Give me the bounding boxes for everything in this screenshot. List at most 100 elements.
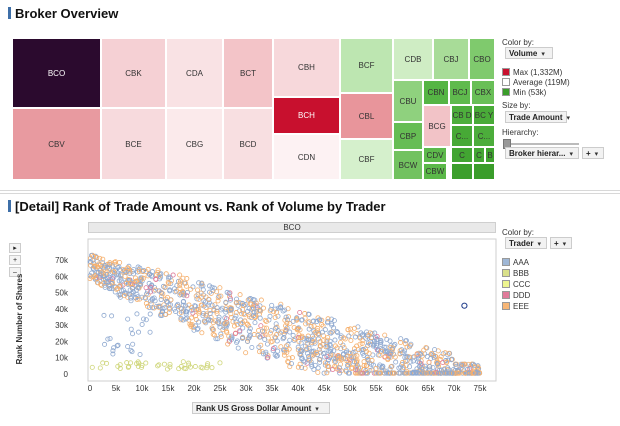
treemap-tile-cbu[interactable]: CBU	[393, 80, 423, 122]
treemap-tile-cbj[interactable]: CBJ	[433, 38, 469, 80]
scatter-point-eee	[218, 293, 224, 299]
scatter-point-eee	[373, 365, 379, 371]
scatter-point-eee	[437, 356, 443, 362]
scatter-point-eee	[421, 347, 427, 353]
scatter-point-eee	[274, 332, 280, 338]
scatter-point-aaa	[228, 307, 234, 313]
treemap-tile-bcd[interactable]: BCD	[223, 108, 273, 180]
treemap-tile-cda[interactable]: CDA	[166, 38, 223, 108]
treemap-tile-cdv[interactable]: CDV	[423, 147, 447, 163]
scatter-point-eee	[279, 329, 285, 335]
treemap-tile-bcf[interactable]: BCF	[340, 38, 393, 93]
legend-bbb: BBB	[502, 269, 529, 278]
scatter-point-aaa	[268, 328, 274, 334]
scatter-point-eee	[402, 341, 408, 347]
treemap-tile-b[interactable]: B	[485, 147, 495, 163]
scatter-point-aaa	[263, 349, 269, 355]
scatter-point-aaa	[294, 315, 300, 321]
scatter-point-aaa	[300, 358, 306, 364]
size-by-label: Size by:	[502, 101, 531, 110]
y-tick-label: 0	[64, 370, 69, 379]
treemap-tile-cbh[interactable]: CBH	[273, 38, 340, 97]
scatter-point-eee	[336, 353, 342, 359]
treemap-tile-bcy[interactable]: BC Y	[473, 105, 495, 125]
treemap-tile-bcw[interactable]: BCW	[393, 150, 423, 180]
scatter-point-eee	[240, 307, 246, 313]
scatter-point-eee	[196, 309, 202, 315]
treemap-tile-cbl[interactable]: CBL	[340, 93, 393, 139]
treemap-tile-c[interactable]: C	[451, 147, 473, 163]
treemap-tile-cbg[interactable]: CBG	[166, 108, 223, 180]
treemap-tile-cbn[interactable]: CBN	[423, 80, 449, 105]
treemap-tile-bcg[interactable]: BCG	[423, 105, 451, 147]
scatter-point-aaa	[335, 330, 341, 336]
treemap-tile-small[interactable]	[451, 163, 473, 180]
scatter-point-eee	[404, 370, 410, 376]
detail-color-by-dropdown[interactable]: Trader ▾	[505, 237, 547, 249]
treemap-tile-bch[interactable]: BCH	[273, 97, 340, 134]
scatter-point-aaa	[470, 361, 476, 367]
scatter-point-eee	[438, 354, 444, 360]
treemap-tile-cbw[interactable]: CBW	[423, 163, 447, 180]
tool-button-3[interactable]: –	[9, 267, 21, 277]
scatter-point-eee	[278, 301, 284, 307]
scatter-point-aaa	[252, 320, 258, 326]
scatter-point-aaa	[340, 351, 346, 357]
scatter-point-eee	[366, 332, 372, 338]
scatter-point-aaa	[299, 317, 305, 323]
treemap-tile-bct[interactable]: BCT	[223, 38, 273, 108]
scatter-point-eee	[348, 353, 354, 359]
size-by-dropdown[interactable]: Trade Amount ▾	[505, 111, 570, 123]
tool-button-2[interactable]: +	[9, 255, 21, 265]
scatter-point-eee	[245, 336, 251, 342]
scatter-point-eee	[195, 287, 201, 293]
treemap-tile-bcj[interactable]: BCJ	[449, 80, 471, 105]
scatter-point-eee	[388, 364, 394, 370]
broker-treemap[interactable]: BCO CBV CBK BCE CDA CBG BCT BCD CBH BCH CDN BCF CBL C…	[12, 38, 495, 180]
scatter-point-aaa	[160, 306, 166, 312]
scatter-point-aaa	[345, 362, 351, 368]
x-axis-dropdown[interactable]: Rank US Gross Dollar Amount ▾	[192, 402, 330, 414]
hierarchy-slider[interactable]	[505, 143, 579, 145]
treemap-tile-small[interactable]	[473, 163, 495, 180]
treemap-tile-cdn[interactable]: CDN	[273, 134, 340, 180]
scatter-point-aaa	[180, 317, 186, 323]
treemap-tile-c[interactable]: C...	[451, 125, 473, 147]
scatter-point-eee	[244, 321, 250, 327]
scatter-point-aaa	[207, 289, 213, 295]
treemap-tile-cbv[interactable]: CBV	[12, 108, 101, 180]
y-tick-label: 70k	[55, 256, 69, 265]
scatter-point-aaa	[373, 342, 379, 348]
treemap-tile-cbo[interactable]: CBO	[469, 38, 495, 80]
color-by-dropdown[interactable]: Volume ▾	[505, 47, 553, 59]
scatter-point-aaa	[273, 335, 279, 341]
detail-color-add-button[interactable]: + ▾	[550, 237, 572, 249]
rank-scatter-plot[interactable]: 0 10k 20k 30k 40k 50k 60k 70k 0 5k 10k 15k 20k 25k 30k…	[0, 194, 500, 426]
scatter-point-eee	[90, 274, 96, 280]
treemap-tile-cbx[interactable]: CBX	[471, 80, 495, 105]
treemap-tile-cbd[interactable]: CB D	[451, 105, 473, 125]
treemap-tile-cbk[interactable]: CBK	[101, 38, 166, 108]
tool-button-1[interactable]: ▸	[9, 243, 21, 253]
treemap-tile-bco[interactable]: BCO	[12, 38, 101, 108]
hierarchy-add-button[interactable]: + ▾	[582, 147, 604, 159]
scatter-point-aaa	[372, 338, 378, 344]
treemap-tile-cbp[interactable]: CBP	[393, 122, 423, 150]
scatter-point-eee	[141, 275, 147, 281]
treemap-tile-cbf[interactable]: CBF	[340, 139, 393, 180]
scatter-point-aaa	[87, 259, 93, 265]
scatter-point-eee	[320, 333, 326, 339]
scatter-point-aaa	[167, 288, 173, 294]
scatter-point-aaa	[322, 327, 328, 333]
scatter-point-eee	[140, 268, 146, 274]
treemap-tile-c[interactable]: C...	[473, 125, 495, 147]
scatter-point-aaa	[290, 318, 296, 324]
scatter-point-eee	[94, 255, 100, 261]
hierarchy-dropdown[interactable]: Broker hierar... ▾	[505, 147, 579, 159]
treemap-tile-c[interactable]: C	[473, 147, 485, 163]
treemap-tile-cdb[interactable]: CDB	[393, 38, 433, 80]
scatter-point-ddd	[330, 366, 336, 372]
scatter-point-aaa	[120, 287, 126, 293]
treemap-tile-bce[interactable]: BCE	[101, 108, 166, 180]
legend-ddd: DDD	[502, 291, 530, 300]
